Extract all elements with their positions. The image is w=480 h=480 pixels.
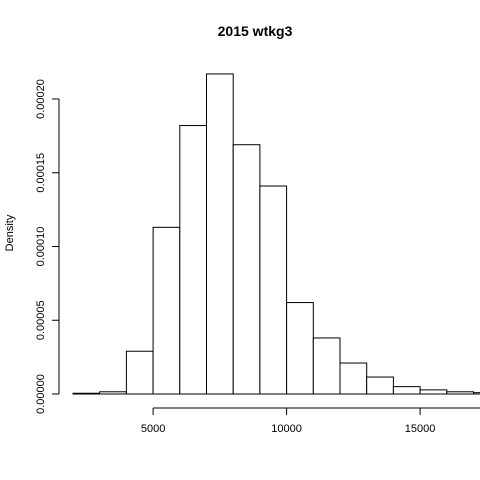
histogram-bar [125,350,154,395]
histogram-bar [419,389,448,395]
histogram-bar [392,386,421,395]
histogram-bar [473,392,480,395]
histogram-bar [286,302,314,395]
histogram-bar [99,391,127,395]
y-axis-label: Density [4,214,16,251]
y-tick-label: 0.00015 [35,153,47,193]
y-tick-label: 0.00000 [35,374,47,414]
y-tick-label: 0.00005 [35,300,47,340]
chart-title: 2015 wtkg3 [218,23,293,39]
histogram-bar [312,337,341,395]
histogram-bar [366,376,394,395]
bars-group [72,73,480,395]
y-tick-label: 0.00020 [35,79,47,119]
histogram-bar [232,144,261,395]
x-tick-label: 15000 [405,423,436,435]
y-tick-label: 0.00010 [35,227,47,267]
x-tick-label: 5000 [141,423,165,435]
histogram-bar [339,362,368,395]
histogram-bar [259,185,288,395]
histogram-bar [206,73,234,395]
histogram-bar [179,125,208,395]
x-tick-label: 10000 [271,423,302,435]
x-axis: 50001000015000200002500030000 [141,407,480,435]
histogram-bar [152,226,181,395]
histogram-bar [446,391,474,395]
y-axis: 0.00000 0.00005 0.00010 0.00015 0.00020 [35,79,60,414]
histogram-bar [72,392,101,395]
